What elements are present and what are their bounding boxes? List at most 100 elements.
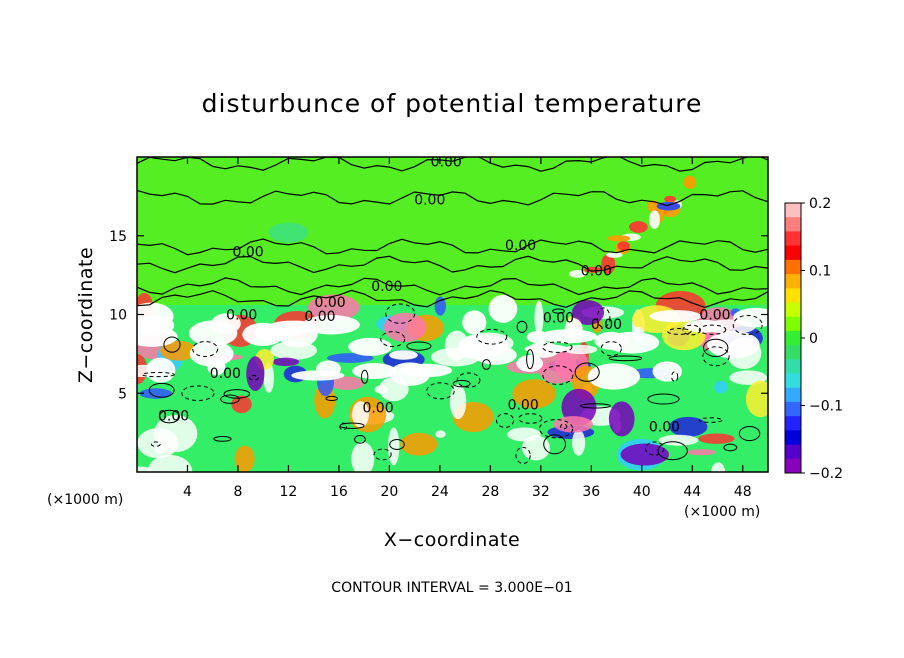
field-cell <box>352 362 397 380</box>
contour-label: 0.00 <box>581 263 612 279</box>
field-cell <box>435 430 446 438</box>
field-cell <box>389 362 431 386</box>
contour-label: 0.00 <box>505 238 536 254</box>
colorbar-swatch <box>785 330 801 346</box>
contour-interval-note: CONTOUR INTERVAL = 3.000E−01 <box>331 580 572 596</box>
field-cell <box>698 433 735 444</box>
contour-lines <box>137 157 768 464</box>
contour-line <box>150 441 161 447</box>
colorbar-swatch <box>785 416 801 431</box>
field-cell <box>606 251 623 258</box>
field-cell <box>714 380 728 394</box>
field-cell <box>686 449 717 456</box>
field-cell <box>352 401 369 428</box>
field-cell <box>524 344 569 354</box>
field-cell <box>669 416 708 437</box>
contour-line <box>542 365 574 385</box>
colorbar-swatch <box>785 302 801 318</box>
contour-line <box>137 289 768 309</box>
contour-line <box>249 375 259 381</box>
field-cell <box>147 454 193 472</box>
x-tick-label: 8 <box>233 484 242 500</box>
colorbar-swatch <box>785 217 801 232</box>
field-cell <box>160 340 197 361</box>
colorbar: 0.2 0.1 0 −0.1 −0.2 <box>784 196 843 482</box>
field-cell <box>275 323 302 337</box>
colorbar-swatch <box>785 203 801 218</box>
x-axis-title: X−coordinate <box>384 529 520 551</box>
contour-line <box>181 385 215 402</box>
field-cell <box>587 363 640 390</box>
contour-line <box>667 328 692 335</box>
x-tick-label: 12 <box>280 484 298 500</box>
turbulent-cells <box>137 175 768 472</box>
contour-line <box>723 443 738 452</box>
field-cell <box>389 350 418 360</box>
contour-line <box>137 255 768 274</box>
field-cell <box>572 429 586 456</box>
contour-label: 0.00 <box>304 309 335 325</box>
contour-line <box>220 394 240 404</box>
colorbar-swatch <box>785 387 801 403</box>
contour-line <box>426 382 455 400</box>
field-cell <box>605 331 660 354</box>
colorbar-swatch <box>785 316 801 332</box>
contour-line <box>325 395 338 402</box>
contour-line <box>516 320 528 333</box>
field-cell <box>351 441 375 472</box>
x-tick-label: 16 <box>330 484 348 500</box>
x-tick-label: 4 <box>183 484 192 500</box>
field-cell <box>139 388 173 399</box>
x-tick-label: 44 <box>683 484 701 500</box>
field-cell <box>683 175 697 190</box>
contour-line <box>389 439 405 450</box>
field-cell <box>664 195 676 203</box>
field-cell <box>620 443 669 466</box>
contour-line <box>481 359 491 370</box>
field-cell <box>707 330 760 359</box>
contour-line <box>596 307 611 328</box>
contour-line <box>552 308 565 314</box>
contour-line <box>657 441 688 461</box>
contour-line <box>373 448 392 461</box>
field-cell <box>733 307 768 328</box>
contour-line <box>163 336 181 353</box>
x-tick-label: 28 <box>481 484 499 500</box>
contour-line <box>698 324 727 335</box>
field-cell <box>652 361 683 382</box>
field-cell <box>383 312 427 343</box>
field-cell <box>617 241 630 251</box>
contour-line <box>647 393 680 405</box>
contour-label: 0.00 <box>315 295 346 311</box>
contour-line <box>354 434 366 444</box>
field-cell <box>137 428 179 459</box>
colorbar-swatch <box>785 359 801 375</box>
colorbar-swatch <box>785 373 801 389</box>
chart-title: disturbunce of potential temperature <box>202 89 703 118</box>
field-cell <box>512 379 556 409</box>
colorbar-swatch <box>785 401 801 417</box>
x-tick-label: 24 <box>431 484 449 500</box>
field-cell <box>711 462 726 472</box>
field-cell <box>569 270 587 278</box>
field-cell <box>329 376 365 390</box>
contour-line <box>608 355 643 362</box>
field-cell <box>458 333 502 360</box>
contour-line <box>543 434 567 455</box>
field-cell <box>462 310 487 335</box>
field-cell <box>374 385 388 394</box>
contour-label: 0.00 <box>226 308 257 324</box>
field-cell <box>534 300 544 336</box>
field-cell <box>745 380 768 418</box>
contour-line <box>360 369 369 384</box>
y-tick-label: 15 <box>109 229 127 245</box>
contour-line <box>452 379 471 388</box>
field-cell <box>608 401 635 437</box>
colorbar-tick-label: 0 <box>809 331 818 347</box>
x-tick-label: 36 <box>582 484 600 500</box>
colorbar-swatch <box>785 430 801 446</box>
field-cell <box>268 222 309 243</box>
contour-line <box>158 409 180 424</box>
contour-label: 0.00 <box>210 366 241 382</box>
